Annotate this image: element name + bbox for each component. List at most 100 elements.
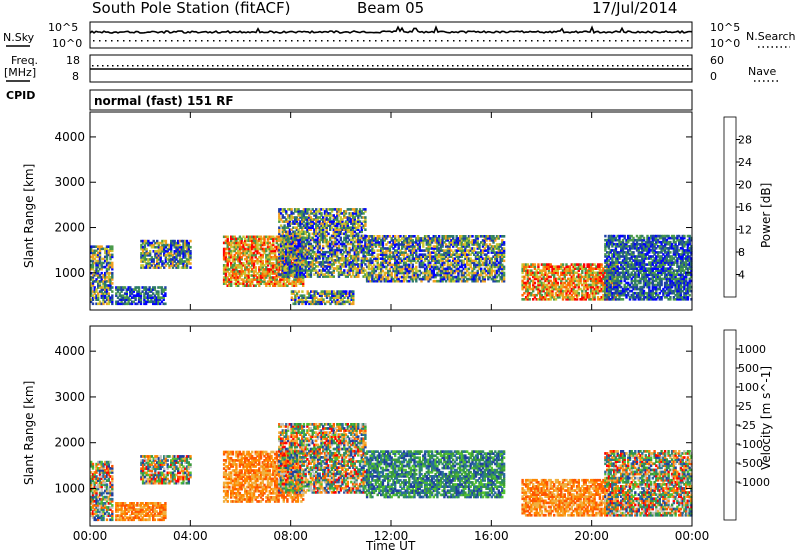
power-cell — [228, 284, 231, 287]
power-cell — [259, 235, 263, 239]
power-cell — [383, 257, 386, 260]
power-cell — [501, 277, 504, 281]
power-cell — [100, 257, 103, 261]
power-cell — [401, 253, 404, 256]
power-cell — [360, 216, 363, 219]
power-cell — [137, 288, 141, 291]
power-cell — [311, 261, 314, 264]
power-cell — [501, 247, 504, 250]
nsearch-point — [651, 40, 653, 42]
power-cell — [487, 275, 490, 279]
power-cell — [501, 253, 504, 256]
power-cell — [397, 263, 400, 267]
power-cell — [452, 237, 455, 240]
power-cell — [380, 257, 383, 260]
power-cell — [283, 250, 286, 254]
power-cell — [362, 252, 365, 256]
power-cell — [492, 275, 495, 279]
power-cell — [353, 259, 356, 262]
power-cell — [488, 259, 492, 263]
power-cell — [281, 254, 284, 258]
power-cell — [360, 240, 363, 244]
power-cell — [132, 300, 135, 304]
nsky-series — [89, 25, 693, 35]
power-cell — [323, 265, 327, 268]
nave-point — [682, 65, 684, 67]
power-cell — [376, 277, 379, 281]
power-cell — [577, 273, 580, 277]
power-cell — [348, 269, 351, 272]
power-cell — [452, 279, 455, 283]
nave-point — [627, 65, 629, 67]
power-cell — [240, 282, 243, 285]
power-cell — [546, 277, 549, 281]
power-cell — [159, 252, 162, 255]
power-cell — [293, 252, 297, 256]
power-cell — [311, 290, 315, 293]
power-cell — [460, 239, 464, 242]
power-cell — [339, 265, 342, 268]
nsearch-point — [345, 40, 347, 42]
power-cell — [330, 254, 334, 258]
power-cell — [385, 255, 388, 258]
power-cell — [346, 257, 349, 260]
power-cell — [378, 235, 381, 238]
power-cell — [369, 261, 372, 265]
nave-point — [187, 65, 189, 67]
power-cell — [376, 255, 379, 258]
nsearch-point — [591, 40, 593, 42]
power-cell — [537, 287, 540, 291]
power-cell — [240, 251, 243, 255]
power-cell — [251, 245, 254, 249]
power-cell — [156, 266, 159, 269]
power-cell — [278, 275, 281, 278]
power-cell — [535, 275, 538, 279]
power-cell — [111, 263, 114, 267]
power-cell — [273, 264, 277, 267]
power-cell — [288, 214, 292, 217]
power-cell — [554, 298, 558, 301]
power-cell — [344, 244, 348, 248]
power-cell — [381, 257, 385, 260]
power-cell — [494, 263, 497, 267]
power-cell — [336, 242, 339, 246]
power-cell — [242, 243, 245, 247]
power-cell — [372, 255, 376, 258]
power-cell — [325, 208, 328, 211]
power-cell — [180, 260, 183, 263]
power-cell — [565, 269, 568, 272]
power-cell — [159, 256, 162, 259]
power-cell — [306, 271, 309, 274]
power-cell — [104, 247, 107, 251]
power-cell — [471, 251, 474, 254]
power-cell — [273, 272, 277, 275]
power-cell — [270, 266, 273, 269]
power-cell — [353, 257, 356, 260]
power-cell — [301, 242, 304, 246]
power-cell — [460, 261, 464, 265]
power-cell — [409, 259, 413, 263]
power-cell — [499, 257, 502, 260]
power-cell — [572, 277, 575, 281]
power-cell — [332, 252, 335, 256]
power-cell — [411, 251, 414, 254]
power-cell — [327, 246, 330, 250]
power-cell — [443, 241, 446, 244]
power-cell — [118, 294, 121, 297]
power-cell — [270, 280, 273, 283]
power-cell — [283, 210, 286, 213]
power-cell — [311, 265, 314, 268]
power-cell — [111, 276, 114, 279]
power-cell — [166, 254, 169, 257]
power-cell — [343, 302, 346, 306]
power-cell — [256, 262, 259, 265]
power-cell — [301, 238, 304, 242]
power-cell — [254, 268, 257, 271]
power-cell — [295, 232, 299, 236]
power-cell — [471, 235, 474, 238]
power-cell — [233, 282, 236, 285]
power-cell — [455, 243, 458, 246]
power-cell — [437, 255, 441, 258]
power-cell — [348, 292, 351, 295]
station-title: South Pole Station (fitACF) — [92, 0, 291, 17]
